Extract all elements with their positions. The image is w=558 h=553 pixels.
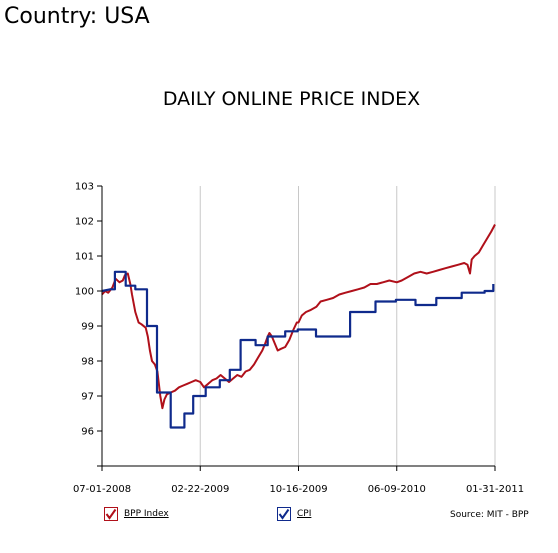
y-tick-label: 100 [75,287,94,298]
grid-layer [199,186,496,466]
y-tick-label: 97 [81,392,94,403]
legend-label-cpi[interactable]: CPI [297,509,312,519]
axis-layer: 103 102 101 100 99 98 97 96 07-01-2008 02-22-2009… [73,182,524,496]
x-tick-label: 01-31-2011 [466,484,524,495]
chart-title: DAILY ONLINE PRICE INDEX [162,88,421,110]
country-label: Country: USA [4,4,150,29]
legend-item-bpp[interactable]: BPP Index [104,507,169,521]
y-tick-label: 98 [81,357,94,368]
source-note: Source: MIT - BPP [450,510,529,520]
y-tick-label: 101 [75,252,94,263]
x-tick-label: 06-09-2010 [368,484,426,495]
chart: 103 102 101 100 99 98 97 96 07-01-2008 02-22-2009… [73,182,524,496]
bpp-checkbox-icon[interactable] [104,507,118,521]
y-tick-label: 99 [81,322,94,333]
x-tick-label: 07-01-2008 [73,484,131,495]
x-tick-label: 02-22-2009 [171,484,229,495]
legend-label-bpp[interactable]: BPP Index [124,509,169,519]
cpi-checkbox-icon[interactable] [277,507,291,521]
y-tick-label: 103 [75,182,94,193]
series-layer [101,224,496,429]
y-tick-label: 96 [81,427,94,438]
bpp-index-line [101,224,496,410]
y-tick-label: 102 [75,217,94,228]
legend-item-cpi[interactable]: CPI [277,507,311,521]
cpi-line [101,270,495,429]
x-tick-label: 10-16-2009 [269,484,327,495]
